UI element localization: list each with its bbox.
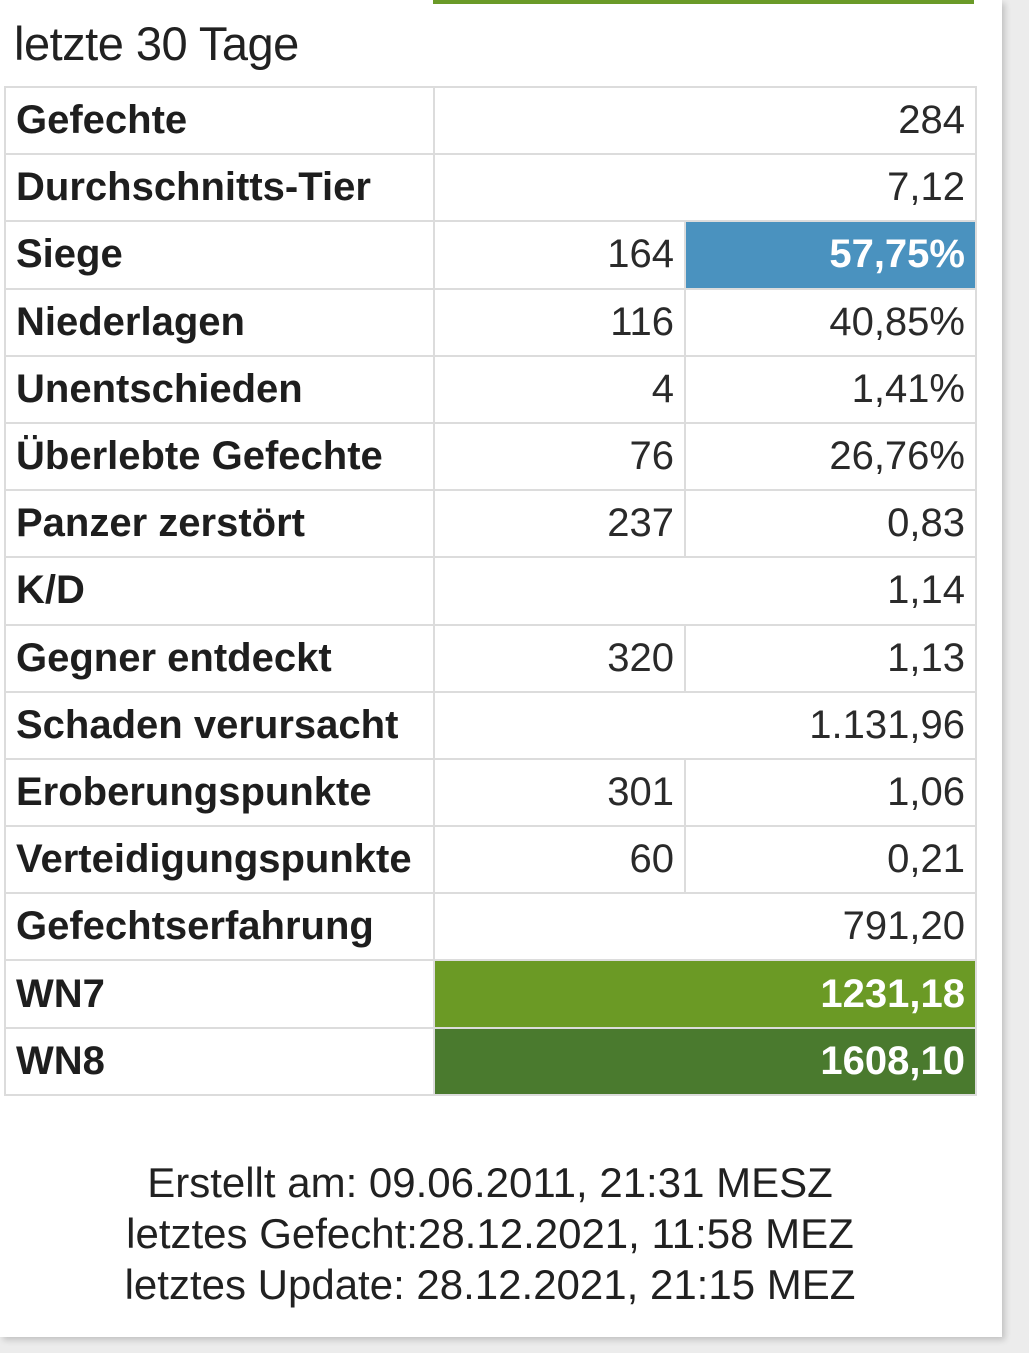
table-row: WN7 1231,18 (4, 959, 977, 1029)
row-value-kd: 1,14 (433, 556, 977, 626)
table-row: Schaden verursacht 1.131,96 (4, 690, 977, 760)
row-label-spotted: Gegner entdeckt (4, 623, 435, 693)
row-label-losses: Niederlagen (4, 287, 435, 357)
row-label-wn8: WN8 (4, 1026, 435, 1096)
table-row: Gegner entdeckt 320 1,13 (4, 623, 977, 693)
wn8-badge: 1608,10 (433, 1026, 977, 1096)
row-count-losses: 116 (433, 287, 686, 357)
table-row: Niederlagen 116 40,85% (4, 287, 977, 357)
row-value-experience: 791,20 (433, 892, 977, 962)
winrate-badge: 57,75% (684, 220, 977, 290)
row-label-capture: Eroberungspunkte (4, 757, 435, 828)
top-color-bar (433, 0, 974, 4)
row-label-kd: K/D (4, 556, 435, 626)
row-label-damage: Schaden verursacht (4, 690, 435, 760)
table-row: Gefechte 284 (4, 85, 977, 156)
row-count-wins: 164 (433, 220, 686, 290)
row-label-battles: Gefechte (4, 85, 435, 156)
table-row: K/D 1,14 (4, 556, 977, 626)
row-count-spotted: 320 (433, 623, 686, 693)
row-label-wn7: WN7 (4, 959, 435, 1029)
stats-table: Gefechte 284 Durchschnitts-Tier 7,12 Sie… (4, 85, 977, 1096)
stats-card: letzte 30 Tage Gefechte 284 Durchschnitt… (0, 0, 1002, 1337)
row-count-draws: 4 (433, 354, 686, 424)
table-row: Überlebte Gefechte 76 26,76% (4, 421, 977, 492)
row-value-kills: 0,83 (684, 489, 977, 559)
row-count-capture: 301 (433, 757, 686, 828)
wn7-badge: 1231,18 (433, 959, 977, 1029)
row-label-draws: Unentschieden (4, 354, 435, 424)
last-battle-date: letztes Gefecht:28.12.2021, 11:58 MEZ (126, 1210, 854, 1257)
table-row: Unentschieden 4 1,41% (4, 354, 977, 424)
row-count-kills: 237 (433, 489, 686, 559)
row-value-losses: 40,85% (684, 287, 977, 357)
row-value-battles: 284 (433, 85, 977, 156)
row-count-defense: 60 (433, 825, 686, 895)
table-row: Verteidigungspunkte 60 0,21 (4, 825, 977, 895)
row-label-experience: Gefechtserfahrung (4, 892, 435, 962)
row-label-defense: Verteidigungspunkte (4, 825, 435, 895)
section-title: letzte 30 Tage (14, 17, 299, 70)
last-update-date: letztes Update: 28.12.2021, 21:15 MEZ (124, 1261, 856, 1308)
row-value-damage: 1.131,96 (433, 690, 977, 760)
table-row: Eroberungspunkte 301 1,06 (4, 757, 977, 828)
footer-info: Erstellt am: 09.06.2011, 21:31 MESZ letz… (0, 1157, 980, 1310)
table-row: WN8 1608,10 (4, 1026, 977, 1096)
row-label-wins: Siege (4, 220, 435, 290)
row-count-survived: 76 (433, 421, 686, 492)
row-label-survived: Überlebte Gefechte (4, 421, 435, 492)
row-label-avg-tier: Durchschnitts-Tier (4, 153, 435, 223)
row-value-defense: 0,21 (684, 825, 977, 895)
row-value-capture: 1,06 (684, 757, 977, 828)
table-row: Panzer zerstört 237 0,83 (4, 489, 977, 559)
row-value-avg-tier: 7,12 (433, 153, 977, 223)
table-row: Gefechtserfahrung 791,20 (4, 892, 977, 962)
created-date: Erstellt am: 09.06.2011, 21:31 MESZ (147, 1159, 833, 1206)
row-value-survived: 26,76% (684, 421, 977, 492)
row-value-spotted: 1,13 (684, 623, 977, 693)
table-row: Siege 164 57,75% (4, 220, 977, 290)
row-value-draws: 1,41% (684, 354, 977, 424)
table-row: Durchschnitts-Tier 7,12 (4, 153, 977, 223)
row-label-kills: Panzer zerstört (4, 489, 435, 559)
